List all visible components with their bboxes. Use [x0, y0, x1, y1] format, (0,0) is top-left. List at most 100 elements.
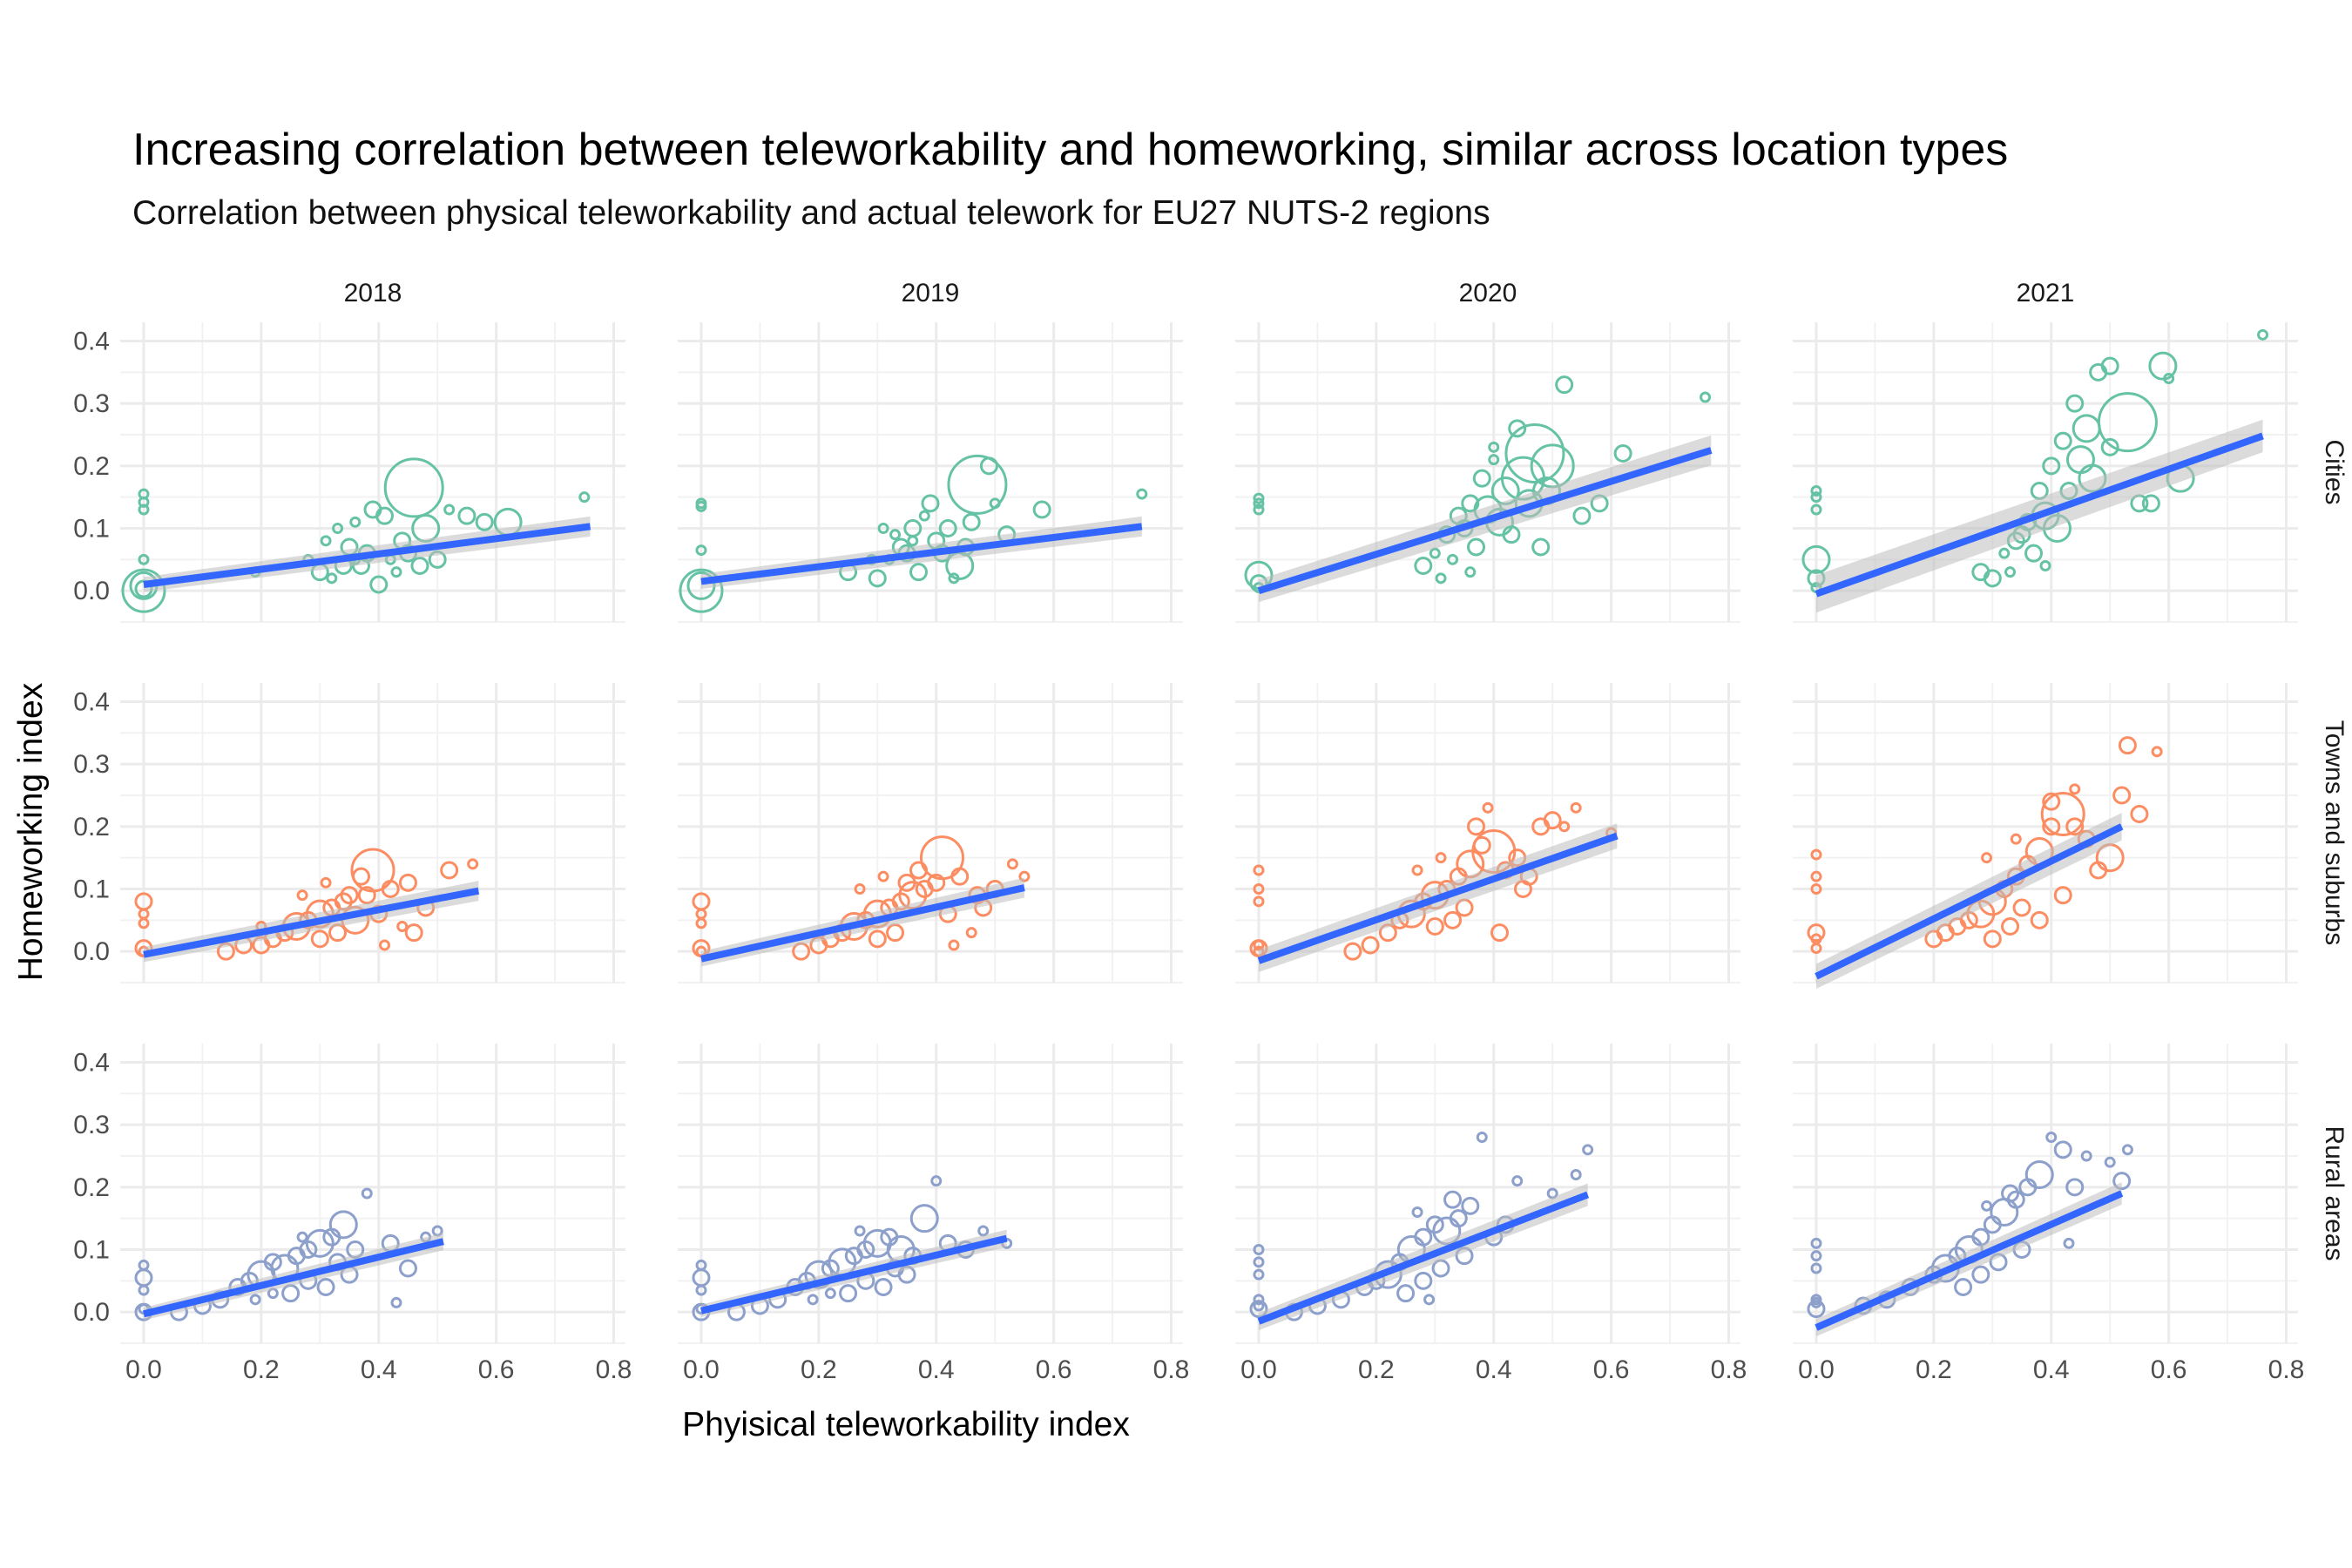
trend-line	[143, 887, 480, 958]
x-tick-label: 0.6	[1036, 1355, 1072, 1384]
data-point	[807, 1294, 819, 1306]
data-point	[897, 873, 916, 892]
data-point	[390, 566, 402, 578]
data-point	[909, 1204, 939, 1233]
data-point	[1810, 943, 1822, 955]
data-point	[2065, 394, 2085, 413]
data-point	[1253, 896, 1265, 908]
data-point	[2053, 886, 2072, 905]
y-axis-title: Homeworking index	[12, 682, 50, 981]
data-point	[378, 939, 390, 951]
facet-strip-year-2018: 2018	[344, 279, 402, 308]
y-tick-label: 0.4	[73, 328, 110, 356]
data-point	[1555, 375, 1574, 395]
data-point	[877, 870, 889, 882]
y-tick-label: 0.3	[73, 750, 110, 779]
data-point	[1253, 939, 1265, 951]
x-tick-label: 0.8	[1153, 1355, 1190, 1384]
data-point	[1425, 917, 1444, 936]
data-point	[854, 883, 866, 895]
data-point	[1435, 572, 1447, 585]
data-point	[1810, 1237, 1822, 1249]
facet-strip-year-2021: 2021	[2017, 279, 2075, 308]
data-point	[1447, 553, 1459, 565]
data-point	[1253, 883, 1265, 895]
data-point	[1464, 566, 1477, 578]
data-point	[2100, 356, 2119, 375]
facet-strip-towns-and-suburbs: Towns and suburbs	[2320, 720, 2349, 946]
trend-line	[1815, 1190, 2124, 1331]
y-tick-label: 0.0	[73, 1298, 110, 1327]
data-point	[2141, 494, 2160, 513]
x-tick-label: 0.0	[683, 1355, 720, 1384]
data-point	[2130, 805, 2149, 823]
facet-strip-rural-areas: Rural areas	[2320, 1125, 2349, 1260]
data-point	[2065, 445, 2095, 475]
trend-line	[700, 1234, 1008, 1315]
data-point	[2104, 1156, 2116, 1168]
data-point	[457, 506, 476, 525]
data-point	[296, 889, 308, 902]
y-tick-label: 0.1	[73, 1236, 110, 1265]
data-point	[281, 1284, 301, 1303]
data-point	[2118, 736, 2137, 755]
data-point	[1253, 1300, 1265, 1312]
data-point	[2010, 833, 2022, 845]
trend-line	[1257, 447, 1713, 594]
x-tick-label: 0.6	[478, 1355, 515, 1384]
data-point	[854, 1225, 866, 1237]
data-point	[1971, 1227, 1990, 1247]
y-tick-label: 0.3	[73, 389, 110, 418]
data-point	[1482, 801, 1494, 814]
data-point	[320, 535, 332, 547]
panel-cities-2018: 0.0 0.1 0.2 0.3 0.4	[73, 322, 625, 623]
data-point	[930, 1175, 943, 1187]
data-point	[1361, 936, 1380, 955]
data-point	[349, 516, 362, 528]
x-tick-label: 0.2	[801, 1355, 837, 1384]
x-tick-label: 0.8	[2268, 1355, 2305, 1384]
data-point	[2072, 414, 2101, 443]
data-point	[1411, 864, 1423, 876]
data-point	[2080, 1150, 2092, 1162]
data-point	[1414, 1227, 1433, 1247]
data-point	[2001, 1184, 2020, 1203]
trend-line	[143, 1238, 444, 1318]
data-point	[467, 858, 479, 870]
facet-strip-year-2019: 2019	[902, 279, 960, 308]
data-point	[938, 519, 957, 537]
data-point	[1981, 1200, 1993, 1212]
data-point	[1476, 1132, 1488, 1143]
data-point	[249, 1294, 261, 1306]
data-point	[305, 1228, 335, 1258]
data-point	[1511, 1175, 1524, 1187]
data-point	[1801, 544, 1831, 574]
panel-cities-2019	[678, 322, 1183, 623]
y-tick-label: 0.0	[73, 937, 110, 966]
data-point	[1443, 1190, 1463, 1209]
data-point	[1253, 504, 1265, 516]
data-point	[410, 557, 429, 575]
data-point	[977, 1225, 990, 1237]
data-point	[1810, 1262, 1822, 1274]
data-point	[909, 861, 929, 880]
data-point	[927, 873, 946, 892]
y-tick-label: 0.3	[73, 1111, 110, 1139]
data-point	[1513, 880, 1532, 898]
panel-rural-areas-2020: 0.0 0.2 0.4 0.6 0.8	[1235, 1044, 1747, 1384]
data-point	[1411, 1206, 1423, 1218]
y-tick-label: 0.1	[73, 515, 110, 544]
data-point	[2069, 783, 2081, 795]
data-point	[1810, 1250, 1822, 1262]
x-tick-label: 0.8	[596, 1355, 632, 1384]
data-point	[390, 1296, 402, 1308]
y-tick-label: 0.2	[73, 452, 110, 481]
data-point	[2042, 792, 2061, 811]
data-point	[2065, 1178, 2085, 1197]
data-point	[2006, 1190, 2025, 1209]
data-point	[2039, 560, 2051, 571]
data-point	[1253, 497, 1265, 510]
y-tick-label: 0.0	[73, 577, 110, 605]
trend-line	[1257, 1191, 1590, 1325]
